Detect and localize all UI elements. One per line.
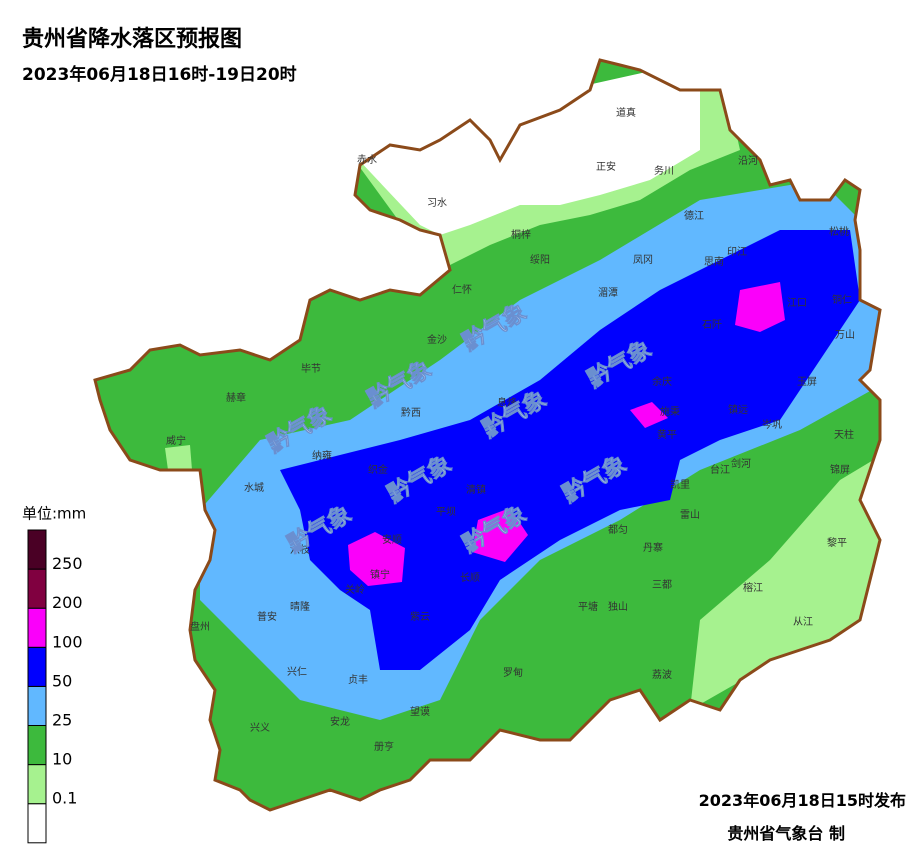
county-label: 普安 (257, 610, 277, 623)
county-label: 平坝 (436, 506, 456, 518)
area-0-10 (690, 450, 880, 710)
county-label: 都匀 (608, 524, 628, 536)
county-label: 思南 (704, 255, 724, 268)
area-none (340, 60, 700, 235)
county-label: 金沙 (427, 333, 447, 346)
county-label: 紫云 (410, 611, 430, 623)
issue-time: 2023年06月18日15时发布 (699, 791, 906, 810)
county-label: 镇远 (728, 403, 748, 416)
legend-label: 10 (52, 750, 72, 769)
county-label: 石阡 (702, 319, 722, 331)
area-100-200 (630, 402, 668, 428)
legend: 0.1 10 25 50 100 200 250 (27, 529, 83, 844)
county-label: 沿河 (738, 155, 758, 167)
county-label: 榕江 (743, 581, 763, 594)
legend-swatch (27, 803, 47, 844)
area-100-200 (735, 282, 785, 332)
county-label: 台江 (710, 463, 730, 476)
area-100-200 (348, 532, 405, 586)
county-label: 江口 (787, 297, 807, 309)
county-label: 晴隆 (290, 600, 310, 613)
county-label: 习水 (427, 197, 447, 209)
legend-label: 25 (52, 711, 72, 730)
county-label: 纳雍 (312, 449, 332, 462)
county-label: 仁怀 (452, 284, 472, 296)
county-label: 德江 (684, 209, 704, 222)
county-label: 玉屏 (797, 376, 817, 388)
county-label: 松桃 (829, 225, 849, 238)
county-label: 威宁 (166, 434, 186, 447)
legend-label: 200 (52, 593, 83, 612)
county-label: 黄平 (657, 428, 677, 441)
county-label: 兴义 (250, 722, 270, 734)
legend-unit: 单位:mm (22, 505, 86, 523)
county-label: 水城 (244, 482, 264, 494)
county-label: 黔西 (401, 406, 421, 419)
county-label: 织金 (368, 463, 388, 476)
legend-swatch (27, 646, 47, 687)
legend-label: 250 (52, 554, 83, 573)
legend-swatch (27, 685, 47, 727)
county-label: 毕节 (301, 362, 321, 375)
county-label: 万山 (835, 329, 855, 341)
county-label: 平塘 (578, 600, 598, 613)
county-label: 余庆 (652, 375, 672, 388)
county-label: 桐梓 (511, 228, 531, 241)
area-100-200 (472, 508, 528, 562)
county-label: 赤水 (357, 154, 377, 166)
county-label: 望谟 (410, 705, 430, 718)
county-label: 镇宁 (370, 568, 390, 581)
county-label: 天柱 (834, 428, 854, 441)
county-label: 施秉 (660, 405, 680, 418)
legend-label: 0.1 (52, 789, 77, 808)
county-label: 凯里 (670, 478, 690, 491)
county-label: 岑巩 (762, 419, 782, 431)
county-label: 从江 (793, 616, 813, 628)
county-label: 道真 (616, 106, 636, 119)
county-label: 三都 (652, 579, 672, 591)
map-subtitle: 2023年06月18日16时-19日20时 (22, 64, 297, 85)
county-label: 凤冈 (633, 254, 653, 266)
legend-swatch (27, 568, 47, 609)
county-label: 丹寨 (643, 541, 663, 554)
county-label: 锦屏 (830, 463, 850, 476)
county-label: 关岭 (345, 583, 365, 596)
legend-swatch (27, 529, 47, 570)
county-label: 印江 (727, 246, 747, 258)
legend-swatch (27, 764, 47, 805)
county-label: 铜仁 (832, 294, 852, 306)
county-label: 务川 (654, 164, 674, 177)
county-label: 安龙 (330, 715, 350, 728)
county-label: 罗甸 (503, 666, 523, 679)
county-label: 正安 (596, 160, 616, 173)
county-label: 荔波 (652, 668, 672, 681)
county-label: 赫章 (226, 391, 246, 404)
county-label: 独山 (608, 600, 628, 613)
county-label: 息烽 (497, 396, 517, 409)
county-label: 绥阳 (530, 254, 550, 266)
agency: 贵州省气象台 制 (727, 824, 845, 843)
county-label: 湄潭 (598, 287, 618, 299)
county-label: 长顺 (460, 572, 480, 584)
county-label: 册亨 (374, 740, 394, 753)
county-label: 清镇 (466, 483, 486, 496)
county-label: 六枝 (290, 543, 310, 556)
county-label: 安顺 (382, 533, 402, 546)
legend-swatch (27, 725, 47, 766)
county-label: 盘州 (190, 620, 210, 633)
legend-label: 100 (52, 632, 83, 651)
area-0-10 (165, 445, 192, 470)
map-title: 贵州省降水落区预报图 (22, 27, 242, 52)
county-label: 雷山 (680, 509, 700, 521)
area-50-100 (280, 230, 860, 670)
county-label: 贞丰 (348, 673, 368, 686)
legend-swatch (27, 607, 47, 648)
county-label: 剑河 (731, 457, 751, 470)
legend-label: 50 (52, 671, 72, 690)
county-label: 黎平 (827, 536, 847, 549)
county-label: 兴仁 (287, 666, 307, 678)
